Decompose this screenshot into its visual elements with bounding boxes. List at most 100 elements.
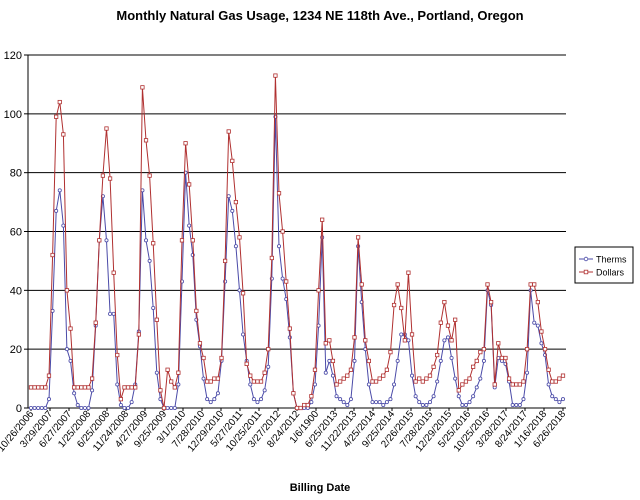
data-point-dollars — [348, 367, 354, 372]
data-point-therms — [262, 388, 267, 393]
data-point-dollars — [309, 394, 314, 399]
data-point-dollars — [453, 317, 458, 322]
data-point-dollars — [334, 382, 339, 387]
data-point-therms — [388, 397, 393, 402]
data-point-therms — [345, 403, 350, 408]
data-point-therms — [43, 405, 48, 410]
data-point-dollars — [248, 373, 253, 378]
data-point-therms — [546, 382, 551, 387]
data-point-dollars — [72, 385, 77, 390]
data-point-therms — [205, 397, 210, 402]
data-point-therms — [169, 405, 174, 410]
data-point-dollars — [32, 385, 37, 390]
data-point-therms — [323, 370, 328, 375]
data-point-dollars — [104, 126, 109, 131]
y-tick-label: 20 — [10, 344, 22, 356]
data-point-dollars — [550, 379, 555, 384]
data-point-therms — [108, 311, 113, 316]
data-point-dollars — [560, 373, 566, 378]
data-point-therms — [259, 397, 264, 402]
data-point-dollars — [373, 379, 379, 384]
data-point-dollars — [463, 379, 469, 384]
data-point-therms — [417, 400, 422, 405]
data-point-dollars — [312, 367, 318, 372]
data-point-dollars — [36, 385, 41, 390]
x-axis-title: Billing Date — [289, 482, 351, 494]
legend-label: Dollars — [596, 268, 625, 278]
data-point-therms — [154, 370, 159, 375]
data-point-dollars — [514, 382, 519, 387]
data-point-therms — [277, 244, 282, 249]
data-point-therms — [57, 188, 62, 193]
data-point-dollars — [402, 338, 407, 343]
data-point-dollars — [143, 138, 149, 143]
y-tick-label: 40 — [10, 285, 22, 297]
data-point-dollars — [456, 388, 461, 393]
data-point-therms — [61, 223, 66, 228]
data-point-therms — [330, 373, 335, 378]
data-point-dollars — [79, 385, 84, 390]
data-point-therms — [392, 382, 397, 387]
data-point-dollars — [219, 355, 224, 361]
data-point-dollars — [489, 299, 494, 305]
data-point-therms — [517, 403, 522, 408]
data-point-therms — [420, 403, 425, 408]
data-point-therms — [341, 400, 346, 405]
data-point-therms — [255, 400, 260, 405]
data-point-dollars — [136, 332, 141, 337]
data-point-dollars — [266, 347, 271, 352]
data-point-therms — [366, 382, 371, 387]
data-point-therms — [427, 400, 432, 405]
data-point-therms — [474, 385, 479, 390]
data-point-therms — [438, 358, 443, 363]
data-point-dollars — [86, 385, 91, 390]
data-point-therms — [449, 355, 454, 360]
data-point-dollars — [366, 358, 371, 364]
data-point-dollars — [517, 382, 522, 387]
data-point-therms — [539, 341, 544, 346]
data-point-dollars — [169, 379, 174, 384]
data-point-therms — [230, 208, 235, 213]
data-point-therms — [550, 394, 555, 399]
data-point-therms — [126, 405, 131, 410]
data-point-therms — [514, 403, 519, 408]
data-point-therms — [82, 405, 87, 410]
series-line-dollars — [31, 75, 564, 409]
data-point-dollars — [176, 370, 181, 375]
data-point-dollars — [356, 235, 361, 240]
data-point-dollars — [90, 376, 95, 381]
data-point-therms — [90, 388, 95, 393]
data-point-dollars — [223, 258, 228, 264]
data-point-dollars — [323, 341, 328, 346]
data-point-dollars — [64, 288, 70, 293]
data-point-therms — [241, 332, 246, 337]
data-point-dollars — [546, 367, 551, 372]
data-point-dollars — [320, 217, 325, 222]
data-point-dollars — [395, 282, 400, 287]
data-point-dollars — [172, 385, 177, 390]
data-point-dollars — [93, 320, 98, 325]
legend-label: Therms — [596, 255, 627, 265]
data-point-dollars — [226, 129, 231, 134]
data-point-therms — [208, 400, 213, 405]
data-point-dollars — [280, 229, 285, 234]
data-point-therms — [46, 397, 51, 402]
data-point-dollars — [305, 402, 310, 408]
data-point-therms — [348, 397, 353, 402]
data-point-dollars — [82, 385, 88, 390]
data-point-dollars — [359, 282, 364, 287]
legend-marker — [583, 269, 589, 275]
data-point-therms — [280, 276, 285, 281]
data-point-therms — [187, 223, 192, 228]
data-point-dollars — [115, 352, 120, 358]
data-point-dollars — [553, 379, 558, 384]
data-point-therms — [28, 405, 33, 410]
data-point-dollars — [158, 388, 163, 393]
data-point-therms — [54, 208, 59, 213]
data-point-dollars — [417, 376, 422, 381]
data-point-dollars — [179, 238, 185, 243]
data-point-therms — [535, 323, 540, 328]
data-point-therms — [532, 320, 537, 325]
data-point-dollars — [133, 385, 138, 390]
